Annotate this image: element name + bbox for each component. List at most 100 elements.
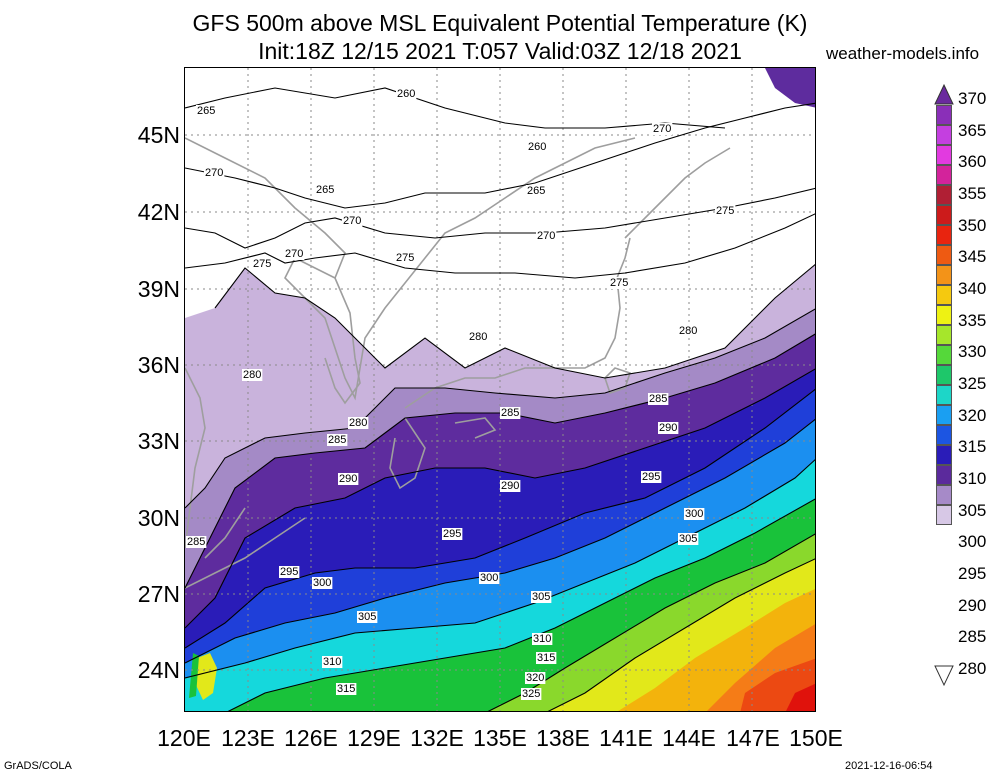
lat-label: 27N [137,581,180,607]
contour-label: 275 [396,252,414,264]
colorbar-label: 345 [958,247,987,266]
contour-label: 260 [528,141,546,153]
colorbar-swatch [936,145,952,165]
colorbar-swatch [936,425,952,445]
map-title: GFS 500m above MSL Equivalent Potential … [192,10,808,36]
colorbar-swatch [936,445,952,465]
colorbar-swatch [936,105,952,125]
colorbar-label: 335 [958,311,987,330]
contour-label: 290 [659,422,677,434]
contour-label: 285 [328,434,346,446]
software-credit: GrADS/COLA [4,760,72,772]
contour-label: 275 [253,258,271,270]
colorbar-label: 320 [958,406,987,425]
contour-label: 290 [339,473,357,485]
colorbar-swatch [936,405,952,425]
colorbar-label: 315 [958,437,987,456]
lat-label: 36N [137,352,180,378]
band-345 [786,683,815,711]
contour-label: 305 [532,591,550,603]
contour-label: 315 [537,652,555,664]
contour-label: 315 [337,683,355,695]
contour-label: 275 [716,205,734,217]
map-subtitle: Init:18Z 12/15 2021 T:057 Valid:03Z 12/1… [258,38,742,64]
colorbar-swatch [936,325,952,345]
colorbar-swatch [936,265,952,285]
colorbar-swatch [936,125,952,145]
contour-label: 265 [527,185,545,197]
contour-label: 280 [469,331,487,343]
colorbar-swatch [936,205,952,225]
contour-label: 310 [323,656,341,668]
colorbar-swatch [936,365,952,385]
theta-e-field: 265 260 260 270 270 265 265 270 275 270 … [185,68,815,711]
colorbar-swatch [936,485,952,505]
contour-label: 280 [349,417,367,429]
contour-label: 270 [537,230,555,242]
colorbar-label: 370 [958,89,987,108]
colorbar-swatch [936,285,952,305]
colorbar-label: 350 [958,216,987,235]
colorbar-label: 310 [958,469,987,488]
taiwan-warm-cell [195,653,217,700]
colorbar-top-arrow [934,83,954,105]
contour-label: 310 [533,633,551,645]
colorbar-swatch [936,245,952,265]
lon-label: 144E [662,725,716,751]
band-ne-blob [765,68,815,108]
contour-label: 305 [679,533,697,545]
contour-label: 270 [343,215,361,227]
lon-label: 135E [473,725,527,751]
colorbar-label: 360 [958,152,987,171]
colorbar-swatch [936,165,952,185]
colorbar-label: 325 [958,374,987,393]
lat-label: 30N [137,505,180,531]
colorbar-label: 340 [958,279,987,298]
lat-label: 39N [137,276,180,302]
colorbar-swatch [936,305,952,325]
contour-label: 285 [501,407,519,419]
colorbar-label: 355 [958,184,987,203]
colorbar-label: 305 [958,501,987,520]
contour-label: 280 [243,369,261,381]
contour-label: 320 [526,672,544,684]
lon-label: 150E [789,725,843,751]
colorbar-label: 285 [958,627,987,646]
contour-label: 270 [285,248,303,260]
contour-label: 295 [642,471,660,483]
lat-label: 24N [137,657,180,683]
contour-label: 260 [397,88,415,100]
map-panel: 265 260 260 270 270 265 265 270 275 270 … [184,67,816,712]
lon-label: 147E [726,725,780,751]
lon-label: 132E [410,725,464,751]
lon-label: 138E [536,725,590,751]
lat-label: 42N [137,199,180,225]
contour-label: 325 [522,688,540,700]
colorbar-label: 300 [958,532,987,551]
contour-label: 270 [205,167,223,179]
colorbar-swatch [936,385,952,405]
lon-label: 123E [221,725,275,751]
colorbar-bottom-arrow [934,665,954,687]
colorbar-swatch [936,505,952,525]
colorbar-swatch [936,185,952,205]
lon-label: 141E [599,725,653,751]
contour-label: 270 [653,123,671,135]
contour-label: 300 [480,572,498,584]
lat-label: 45N [137,122,180,148]
lon-label: 126E [284,725,338,751]
colorbar-swatch [936,225,952,245]
colorbar-label: 365 [958,121,987,140]
generation-timestamp: 2021-12-16-06:54 [845,760,933,772]
colorbar-swatch [936,465,952,485]
lon-label: 120E [157,725,211,751]
colorbar-label: 295 [958,564,987,583]
contour-label: 265 [316,184,334,196]
colorbar-label: 290 [958,596,987,615]
contour-label-group: 265 260 260 270 270 265 265 270 275 270 … [186,88,736,700]
contour-label: 290 [501,480,519,492]
colorbar-label: 280 [958,659,987,678]
contour-label: 300 [313,577,331,589]
contour-label: 265 [197,105,215,117]
colorbar-label: 330 [958,342,987,361]
